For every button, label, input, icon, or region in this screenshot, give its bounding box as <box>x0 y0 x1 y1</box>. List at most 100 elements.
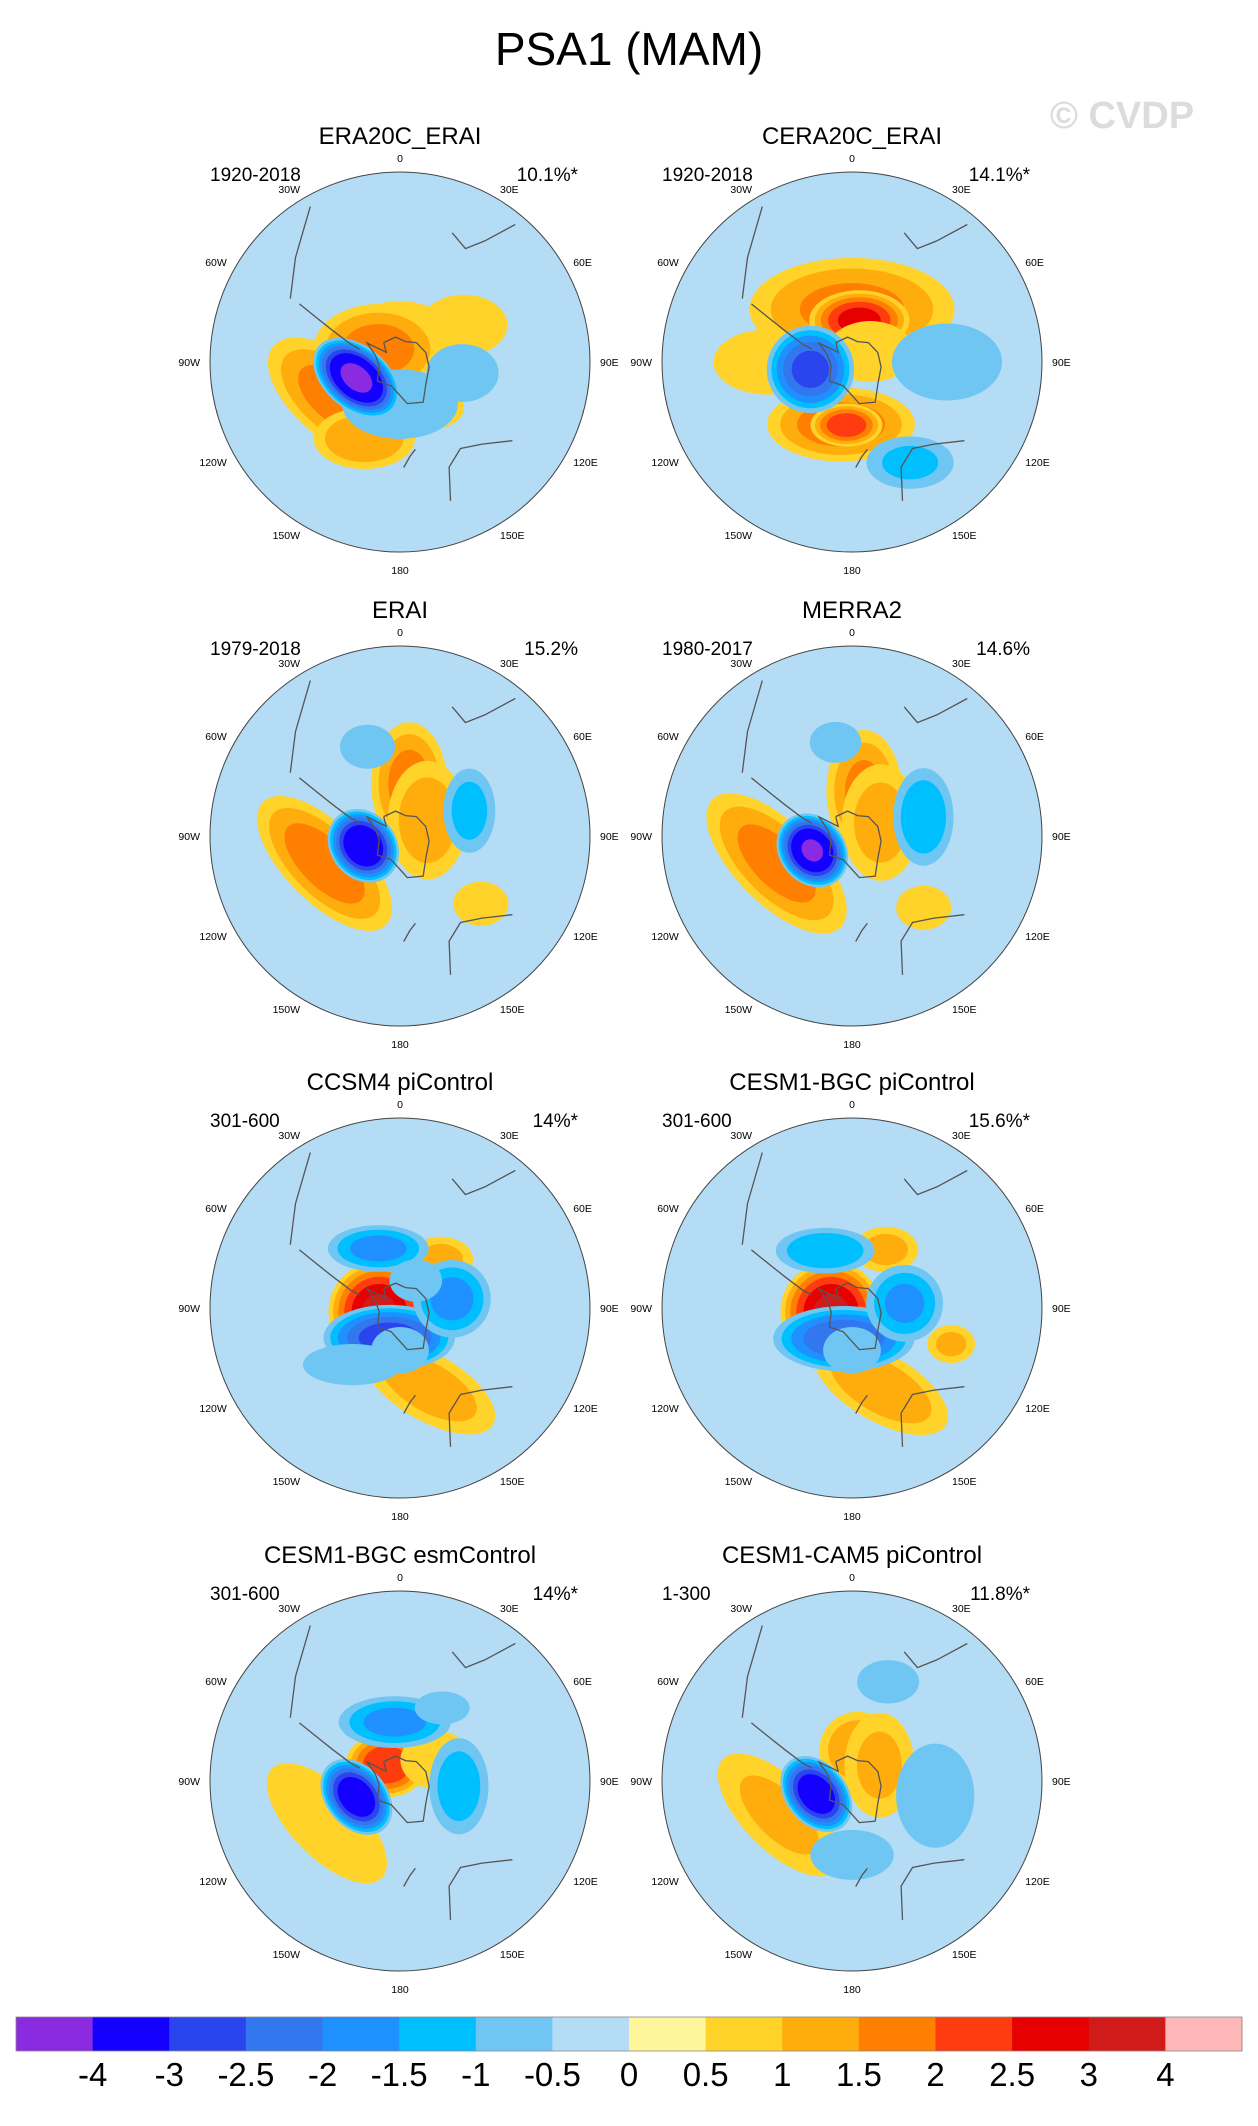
longitude-label: 150E <box>952 1004 977 1016</box>
longitude-label: 90W <box>630 1776 652 1788</box>
coastline <box>448 1859 513 1920</box>
longitude-label: 60E <box>1025 257 1044 269</box>
longitude-label: 150W <box>725 1949 753 1961</box>
longitude-label: 90E <box>600 1303 619 1315</box>
colorbar-tick-label: -2.5 <box>217 2056 274 2093</box>
longitude-label: 90E <box>600 1776 619 1788</box>
longitude-label: 180 <box>391 565 409 577</box>
colorbar-swatch <box>92 2017 170 2051</box>
positive-anomaly-contour <box>739 1775 819 1855</box>
longitude-label: 30W <box>278 184 300 196</box>
coastline <box>403 1394 416 1414</box>
colorbar-tick-label: 0 <box>620 2056 638 2093</box>
coastline <box>900 440 965 501</box>
longitude-label: 60E <box>573 1676 592 1688</box>
coastline <box>298 1722 361 1769</box>
negative-anomaly-contour <box>343 825 384 867</box>
coastline <box>448 914 513 975</box>
map-panel: 0 30E 60E 90E 120E 150E 180 150W 120W 90W 60W 30W ER… <box>178 123 618 577</box>
longitude-label: 60E <box>573 731 592 743</box>
colorbar-swatch <box>322 2017 400 2051</box>
coastline <box>750 1722 813 1769</box>
coastline <box>365 1755 430 1824</box>
map-field <box>210 646 590 1026</box>
longitude-label: 30E <box>952 658 971 670</box>
negative-anomaly-contour <box>900 780 947 854</box>
coastline <box>817 810 882 879</box>
longitude-label: 120E <box>573 931 598 943</box>
longitude-label: 150W <box>273 1476 301 1488</box>
negative-anomaly-contour <box>363 1707 426 1737</box>
longitude-label: 180 <box>843 1984 861 1996</box>
panel-period: 301-600 <box>662 1111 732 1132</box>
longitude-label: 180 <box>391 1039 409 1051</box>
longitude-label: 120E <box>1025 931 1050 943</box>
map-field <box>662 646 1042 1026</box>
negative-anomaly-contour <box>896 1743 975 1848</box>
coastline <box>451 223 516 250</box>
colorbar-tick-label: 2 <box>926 2056 944 2093</box>
cvdp-watermark: © CVDP <box>1050 95 1194 137</box>
longitude-label: 90W <box>630 357 652 369</box>
longitude-label: 120W <box>651 1403 679 1415</box>
positive-anomaly-contour <box>896 885 952 930</box>
panel-variance-pct: 14.6% <box>976 639 1030 660</box>
panel-variance-pct: 10.1%* <box>517 165 579 186</box>
colorbar-tick-label: 1 <box>773 2056 791 2093</box>
longitude-label: 120E <box>573 1403 598 1415</box>
coastline <box>817 1755 882 1824</box>
longitude-label: 120W <box>199 1403 227 1415</box>
longitude-label: 90E <box>600 357 619 369</box>
coastline <box>365 810 430 879</box>
map-panel: 0 30E 60E 90E 120E 150E 180 150W 120W 90W 60W 30W CE… <box>630 1542 1070 1996</box>
colorbar-tick-label: 3 <box>1080 2056 1098 2093</box>
positive-anomaly-contour <box>935 1331 967 1357</box>
map-border <box>209 1117 591 1499</box>
coastline <box>741 1152 763 1245</box>
longitude-label: 120E <box>573 1876 598 1888</box>
coastline <box>289 680 311 773</box>
longitude-label: 120W <box>651 1876 679 1888</box>
colorbar-swatch <box>16 2017 94 2051</box>
colorbar-swatch <box>629 2017 707 2051</box>
longitude-label: 180 <box>391 1984 409 1996</box>
map-panel: 0 30E 60E 90E 120E 150E 180 150W 120W 90W 60W 30W CE… <box>178 1542 618 1996</box>
negative-anomaly-contour <box>414 1691 470 1725</box>
negative-anomaly-contour <box>891 323 1003 401</box>
colorbar-tick-label: -1.5 <box>371 2056 428 2093</box>
longitude-label: 30E <box>952 1130 971 1142</box>
figure-title: PSA1 (MAM) <box>495 23 763 75</box>
coastline <box>365 1282 430 1351</box>
longitude-label: 0 <box>849 627 855 639</box>
negative-anomaly-contour <box>786 1232 864 1269</box>
longitude-label: 60E <box>1025 1203 1044 1215</box>
panel-period: 301-600 <box>210 1584 280 1605</box>
longitude-label: 0 <box>849 1572 855 1584</box>
negative-anomaly-contour <box>791 350 830 388</box>
panel-variance-pct: 11.8%* <box>970 1584 1030 1605</box>
coastline <box>900 1386 965 1447</box>
longitude-label: 60E <box>573 257 592 269</box>
coastline <box>903 697 968 724</box>
longitude-label: 0 <box>849 153 855 165</box>
negative-anomaly-contour <box>801 839 824 862</box>
panel-period: 1-300 <box>662 1584 711 1605</box>
panel-title: CESM1-BGC piControl <box>729 1069 974 1096</box>
colorbar-swatch <box>858 2017 937 2051</box>
longitude-label: 0 <box>397 627 403 639</box>
longitude-label: 180 <box>843 565 861 577</box>
coastline <box>900 1859 965 1920</box>
positive-anomaly-contour <box>420 294 508 356</box>
positive-anomaly-contour <box>737 824 816 903</box>
colorbar-swatch <box>705 2017 783 2051</box>
longitude-label: 150E <box>500 1949 525 1961</box>
longitude-label: 90E <box>1052 1776 1071 1788</box>
longitude-label: 30E <box>952 184 971 196</box>
coastline <box>298 303 361 350</box>
longitude-label: 90E <box>1052 831 1071 843</box>
longitude-label: 150E <box>500 1004 525 1016</box>
negative-anomaly-contour <box>451 781 488 840</box>
coastline <box>855 922 868 942</box>
panel-period: 1920-2018 <box>210 165 301 186</box>
coastline <box>403 448 416 468</box>
